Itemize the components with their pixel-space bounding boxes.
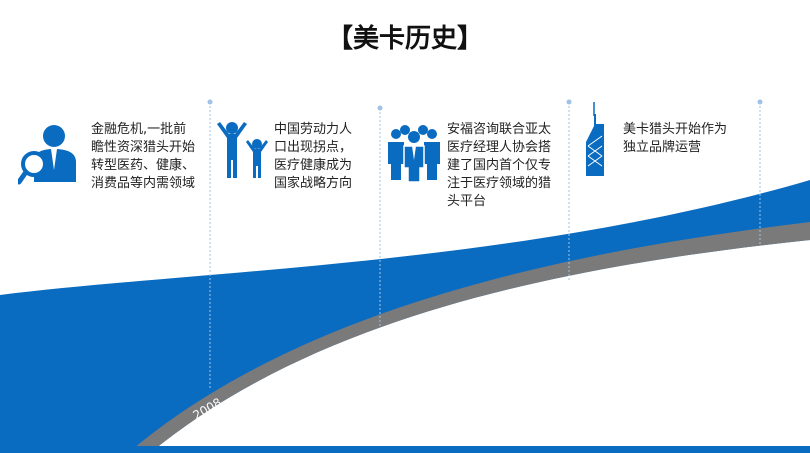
bottom-bar [0,446,810,453]
event-line: 医疗经理人协会搭 [447,140,552,155]
event-line: 瞻性资深猎头开始 [91,140,196,155]
event-line: 安福咨询联合亚太 [447,122,552,137]
event-text-2008: 金融危机,一批前 瞻性资深猎头开始 转型医药、健康、 消费品等内需领域 [91,121,195,193]
family-icon [213,120,271,184]
event-line: 注于医疗领域的猎 [447,176,552,191]
event-text-2013: 中国劳动力人 口出现拐点， 医疗健康成为 国家战略方向 [274,121,352,193]
businessman-magnifier-icon [16,122,78,194]
event-line: 美卡猎头开始作为 [623,122,728,137]
team-icon [387,124,441,188]
connector-lines [209,102,761,390]
event-line: 口出现拐点， [274,140,353,155]
connector-dots [207,99,763,111]
page-title: 【美卡历史】 [326,24,483,54]
event-line: 中国劳动力人 [274,122,353,137]
year-label-2014: 2014 [544,280,577,300]
building-icon [584,102,606,182]
event-line: 国家战略方向 [274,176,353,191]
event-line: 转型医药、健康、 [91,158,196,173]
event-line: 消费品等内需领域 [91,176,196,191]
white-area [150,240,810,453]
event-line: 建了国内首个仅专 [447,158,552,173]
event-line: 医疗健康成为 [274,158,353,173]
event-line: 独立品牌运营 [623,140,702,155]
event-text-2015: 美卡猎头开始作为 独立品牌运营 [623,121,727,157]
year-label-2015: 2015 [739,246,771,263]
event-text-2014: 安福咨询联合亚太 医疗经理人协会搭 建了国内首个仅专 注于医疗领域的猎 头平台 [447,121,551,211]
event-line: 头平台 [447,194,487,209]
event-line: 金融危机,一批前 [91,122,187,137]
